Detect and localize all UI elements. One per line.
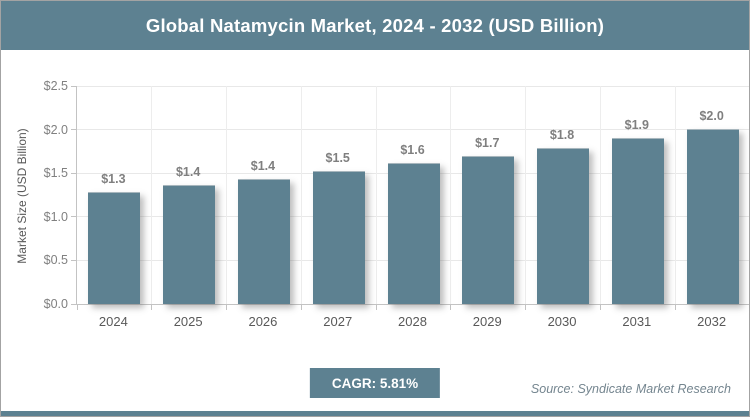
y-tick (71, 129, 77, 131)
bar-value-label: $1.7 (475, 135, 500, 150)
bar (611, 138, 664, 304)
v-gridline (300, 86, 302, 304)
x-tick-label: 2024 (98, 314, 128, 329)
y-tick-label: $2.0 (43, 122, 68, 137)
y-tick-label: $1.5 (43, 166, 68, 181)
y-tick (71, 303, 77, 305)
x-tick (375, 304, 377, 310)
bar-value-label: $2.0 (699, 108, 724, 123)
bar (312, 171, 365, 304)
v-gridline (151, 86, 153, 304)
y-tick-label: $1.0 (43, 209, 68, 224)
bottom-accent-strip (1, 411, 749, 416)
x-tick (674, 304, 676, 310)
y-tick (71, 85, 77, 87)
h-gridline (77, 85, 749, 87)
x-tick (525, 304, 527, 310)
y-tick (71, 216, 77, 218)
bar-value-label: $1.4 (175, 165, 201, 180)
bar-value-label: $1.4 (250, 159, 276, 174)
v-gridline (226, 86, 228, 304)
bar (88, 192, 141, 304)
y-tick-label: $2.5 (43, 79, 68, 93)
x-tick (300, 304, 302, 310)
chart-title: Global Natamycin Market, 2024 - 2032 (US… (145, 14, 605, 36)
y-tick-label: $0.0 (43, 297, 68, 311)
v-gridline (599, 86, 601, 304)
x-tick-label: 2027 (323, 314, 353, 329)
x-tick (599, 304, 601, 310)
x-tick-label: 2028 (398, 314, 427, 329)
bar-value-label: $1.8 (549, 127, 575, 142)
bar (237, 179, 290, 304)
y-tick-label: $0.5 (43, 253, 68, 268)
x-tick (226, 304, 228, 310)
bar-value-label: $1.5 (325, 151, 350, 166)
bar (163, 185, 216, 304)
bar (387, 163, 440, 304)
v-gridline (674, 86, 676, 304)
x-tick (76, 304, 78, 310)
x-tick (748, 304, 749, 310)
y-tick (71, 172, 77, 174)
chart-title-band: Global Natamycin Market, 2024 - 2032 (US… (1, 1, 749, 50)
v-gridline (450, 86, 452, 304)
y-axis-title: Market Size (USD Billion) (15, 128, 29, 264)
x-tick-label: 2030 (547, 314, 577, 329)
h-gridline (77, 129, 749, 131)
bar-value-label: $1.9 (624, 118, 649, 133)
cagr-label: CAGR: 5.81% (331, 375, 419, 391)
x-tick-label: 2031 (622, 314, 652, 329)
y-tick (71, 259, 77, 261)
bar (462, 155, 515, 304)
x-tick (151, 304, 153, 310)
x-tick-label: 2032 (697, 314, 727, 329)
source-note: Source: Syndicate Market Research (530, 382, 731, 396)
bar-value-label: $1.6 (400, 143, 425, 158)
cagr-badge: CAGR: 5.81% (309, 368, 441, 398)
x-tick-label: 2029 (472, 314, 502, 329)
bar (686, 128, 739, 304)
bar-value-label: $1.3 (101, 172, 126, 187)
x-tick (450, 304, 452, 310)
v-gridline (525, 86, 527, 304)
x-tick-label: 2026 (248, 314, 278, 329)
v-gridline (375, 86, 377, 304)
bar (537, 147, 590, 304)
x-tick-label: 2025 (173, 314, 203, 329)
plot-area (71, 85, 749, 310)
